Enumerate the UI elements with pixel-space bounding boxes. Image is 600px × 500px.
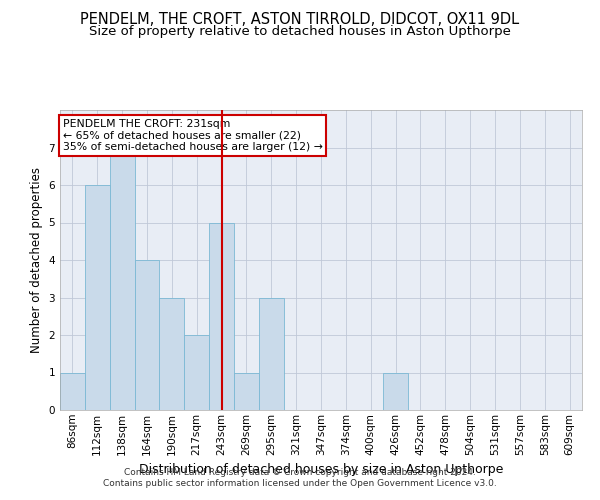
Bar <box>134 260 160 410</box>
Bar <box>85 185 110 410</box>
Bar <box>184 335 209 410</box>
Text: PENDELM, THE CROFT, ASTON TIRROLD, DIDCOT, OX11 9DL: PENDELM, THE CROFT, ASTON TIRROLD, DIDCO… <box>80 12 520 28</box>
Bar <box>383 372 408 410</box>
Bar <box>234 372 259 410</box>
Bar <box>160 298 184 410</box>
Y-axis label: Number of detached properties: Number of detached properties <box>30 167 43 353</box>
Bar <box>259 298 284 410</box>
Bar <box>60 372 85 410</box>
Text: Size of property relative to detached houses in Aston Upthorpe: Size of property relative to detached ho… <box>89 25 511 38</box>
Text: PENDELM THE CROFT: 231sqm
← 65% of detached houses are smaller (22)
35% of semi-: PENDELM THE CROFT: 231sqm ← 65% of detac… <box>62 119 322 152</box>
Bar <box>110 148 134 410</box>
X-axis label: Distribution of detached houses by size in Aston Upthorpe: Distribution of detached houses by size … <box>139 463 503 476</box>
Bar <box>209 222 234 410</box>
Text: Contains HM Land Registry data © Crown copyright and database right 2024.
Contai: Contains HM Land Registry data © Crown c… <box>103 468 497 487</box>
